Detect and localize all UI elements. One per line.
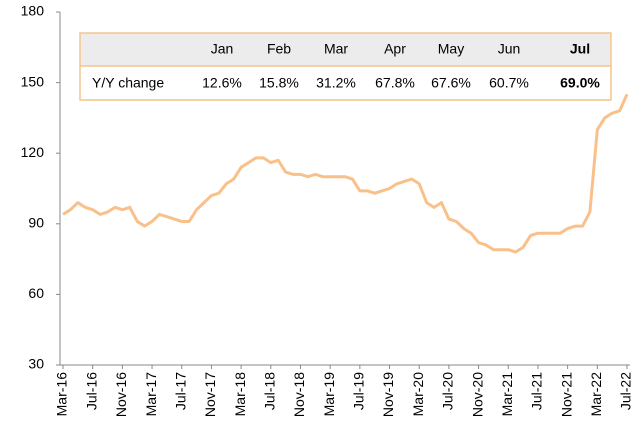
x-tick-label: Mar-22 <box>588 372 604 417</box>
table-header: Feb <box>267 41 291 57</box>
x-tick-label: Mar-17 <box>143 372 159 417</box>
y-tick-label: 60 <box>28 285 44 301</box>
table-cell: 67.8% <box>375 75 415 91</box>
table-header: Mar <box>324 41 348 57</box>
x-tick-label: Nov-19 <box>380 372 396 417</box>
x-tick-label: Mar-16 <box>54 372 70 417</box>
x-tick-label: Nov-18 <box>291 372 307 417</box>
x-tick-label: Jul-21 <box>529 372 545 410</box>
row-label: Y/Y change <box>92 75 164 91</box>
table-cell: 60.7% <box>489 75 529 91</box>
table-header: May <box>438 41 464 57</box>
x-tick-label: Mar-18 <box>232 372 248 417</box>
x-tick-label: Mar-21 <box>499 372 515 417</box>
table-header: Apr <box>384 41 406 57</box>
table-header: Jun <box>498 41 521 57</box>
x-tick-label: Nov-21 <box>558 372 574 417</box>
x-tick-label: Jul-22 <box>618 372 634 410</box>
table-cell: 31.2% <box>316 75 356 91</box>
data-line <box>62 93 629 254</box>
y-tick-label: 120 <box>21 144 45 160</box>
table-cell: 12.6% <box>202 75 242 91</box>
x-tick-label: Mar-20 <box>410 372 426 417</box>
x-tick-label: Nov-16 <box>113 372 129 417</box>
y-tick-label: 30 <box>28 356 44 372</box>
x-tick-label: Jul-16 <box>83 372 99 410</box>
table-cell: 15.8% <box>259 75 299 91</box>
table-cell: 67.6% <box>431 75 471 91</box>
y-tick-label: 180 <box>21 3 45 19</box>
x-tick-label: Jul-18 <box>261 372 277 410</box>
x-tick-label: Nov-17 <box>202 372 218 417</box>
y-tick-label: 150 <box>21 73 45 89</box>
table-header: Jul <box>570 41 590 57</box>
x-tick-label: Nov-20 <box>469 372 485 417</box>
inset-table: Y/Y change Jan 12.6% Feb 15.8% Mar 31.2% Apr 67… <box>79 32 612 101</box>
table-header: Jan <box>211 41 234 57</box>
x-tick-label: Jul-20 <box>440 372 456 410</box>
x-tick-label: Jul-19 <box>351 372 367 410</box>
y-tick-label: 90 <box>28 215 44 231</box>
x-tick-label: Jul-17 <box>172 372 188 410</box>
x-tick-label: Mar-19 <box>321 372 337 417</box>
table-header-bg <box>80 33 611 66</box>
table-cell: 69.0% <box>560 75 600 91</box>
